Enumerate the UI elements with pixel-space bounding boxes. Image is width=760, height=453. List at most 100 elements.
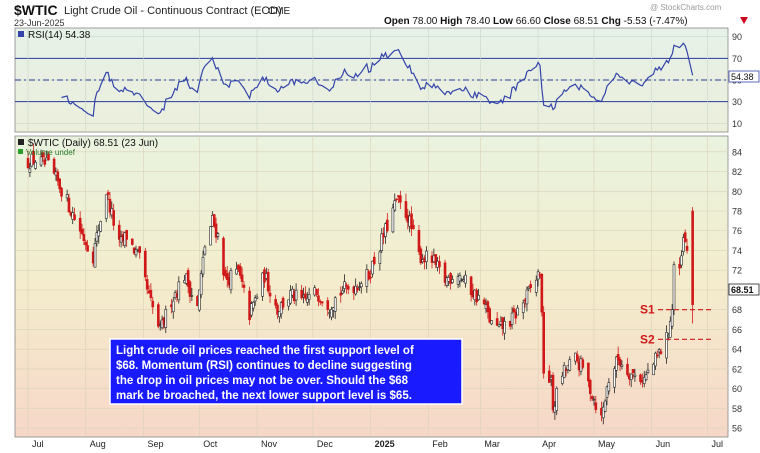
candle-body	[680, 255, 683, 266]
symbol-title: $WTIC	[14, 2, 58, 18]
candle-body	[34, 161, 37, 169]
annotation-line-2: $68. Momentum (RSI) continues to decline…	[116, 360, 412, 372]
candle-body	[529, 284, 532, 288]
candle-body	[482, 299, 486, 305]
candle-body	[214, 223, 218, 238]
candle-body	[642, 377, 646, 384]
candle-body	[575, 354, 579, 362]
candlestick-series	[26, 143, 694, 425]
chg-value: -5.53 (-7.47%)	[624, 16, 688, 27]
candle-body	[84, 241, 88, 246]
x-tick-label: May	[598, 439, 616, 449]
x-tick-label: Dec	[317, 439, 334, 449]
candle-body	[65, 194, 69, 199]
candle-body	[587, 362, 590, 382]
candle-body	[317, 295, 320, 302]
candle-body	[112, 210, 115, 226]
candle-body	[47, 153, 50, 161]
candle-body	[238, 265, 242, 276]
candle-body	[458, 275, 462, 282]
candle-body	[434, 254, 438, 265]
candle-body	[449, 273, 452, 284]
volume-note: Volume undef	[26, 148, 76, 157]
candle-body	[633, 374, 637, 377]
candle-body	[438, 261, 441, 268]
candle-body	[510, 312, 514, 325]
candle-body	[372, 256, 376, 264]
candle-body	[588, 380, 592, 395]
candle-body	[171, 300, 175, 313]
candle-body	[157, 304, 160, 327]
candle-body	[626, 363, 629, 376]
candle-body	[117, 224, 121, 240]
open-label: Open	[384, 16, 410, 27]
candle-body	[410, 213, 413, 230]
candle-body	[58, 178, 61, 190]
price-legend-text: $WTIC (Daily) 68.51 (23 Jun)	[28, 138, 158, 149]
triangle-down-icon	[740, 17, 748, 24]
candle-body	[581, 359, 585, 368]
candle-body	[279, 302, 283, 315]
exchange-label: CME	[268, 6, 291, 17]
candle-body	[333, 297, 337, 312]
candle-body	[654, 352, 657, 367]
candle-body	[39, 156, 43, 166]
candle-body	[616, 354, 620, 361]
candle-body	[144, 250, 147, 278]
price-tick-label: 60	[732, 384, 742, 394]
candle-body	[490, 320, 493, 325]
candle-body	[99, 221, 102, 232]
candle-body	[395, 198, 398, 201]
candle-body	[190, 295, 194, 297]
candle-body	[668, 320, 672, 338]
candle-body	[250, 303, 253, 316]
candle-body	[639, 374, 642, 382]
candle-body	[497, 323, 501, 327]
price-tick-label: 80	[732, 187, 742, 197]
candle-body	[451, 279, 454, 283]
candle-body	[145, 279, 149, 290]
candle-body	[268, 292, 272, 297]
price-tick-label: 84	[732, 147, 742, 157]
candle-body	[95, 232, 99, 242]
candle-body	[255, 296, 259, 299]
candle-body	[367, 271, 371, 280]
annotation-line-3: the drop in oil prices may not be over. …	[116, 375, 409, 387]
candle-body	[315, 288, 318, 295]
low-value: 66.60	[516, 16, 541, 27]
candle-body	[391, 207, 395, 233]
candle-body	[330, 309, 333, 318]
high-value: 78.40	[465, 16, 490, 27]
candle-body	[393, 200, 397, 211]
candle-body	[224, 269, 227, 277]
candle-body	[149, 289, 153, 299]
candle-body	[253, 297, 257, 302]
rsi-legend: RSI(14) 54.38	[18, 30, 91, 41]
candle-body	[356, 287, 359, 291]
candle-body	[240, 274, 244, 282]
ohlc-readout: Open 78.00 High 78.40 Low 66.60 Close 68…	[384, 16, 688, 27]
candle-body	[503, 321, 506, 334]
chart-date: 23-Jun-2025	[14, 18, 65, 28]
candle-body	[188, 281, 192, 297]
candle-body	[495, 318, 499, 326]
candle-body	[555, 388, 559, 411]
chg-label: Chg	[601, 16, 620, 27]
candle-body	[534, 279, 538, 293]
candle-body	[652, 363, 655, 376]
x-tick-label: Jul	[712, 439, 724, 449]
price-tick-label: 58	[732, 404, 742, 414]
candle-body	[371, 260, 374, 275]
candle-body	[32, 150, 35, 165]
candle-body	[425, 250, 428, 262]
candle-body	[516, 307, 519, 316]
candle-body	[685, 245, 689, 251]
support-levels: S1 S2	[640, 303, 712, 346]
candle-body	[60, 187, 63, 197]
candle-body	[590, 396, 594, 399]
candle-body	[56, 171, 60, 182]
price-tick-label: 68	[732, 305, 742, 315]
price-y-axis: 848280787674727068666462605856	[732, 147, 742, 433]
candle-body	[41, 152, 45, 158]
